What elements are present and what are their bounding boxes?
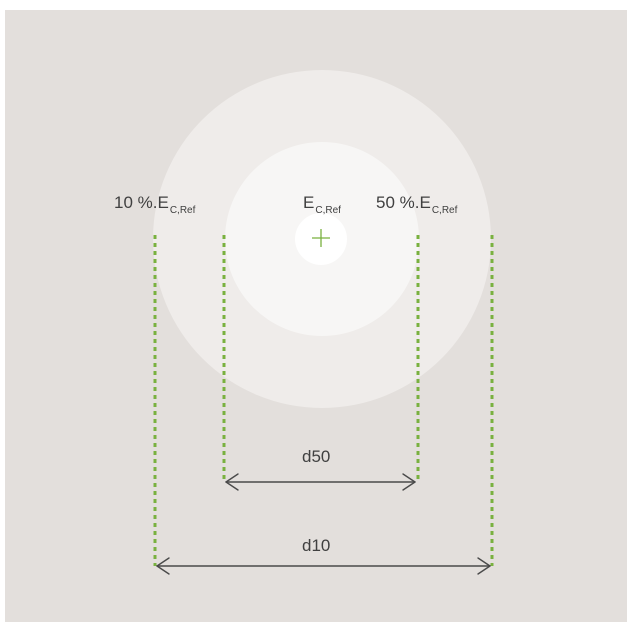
center-label-main: E [303, 193, 315, 212]
outer-zone-label: 10 %.EC,Ref [114, 193, 195, 216]
center-label-sub: C,Ref [315, 205, 341, 216]
d10-arrow [156, 557, 491, 575]
d50-label: d50 [302, 447, 331, 466]
outer-zone-label-sub: C,Ref [169, 205, 196, 216]
outer-zone-label-main: 10 %.E [114, 193, 169, 212]
center-crosshair-icon [312, 229, 330, 247]
center-label: EC,Ref [303, 193, 341, 216]
d50-arrow [225, 473, 416, 491]
d10-label: d10 [302, 536, 331, 555]
inner-zone-label-main: 50 %.E [376, 193, 431, 212]
inner-zone-label: 50 %.EC,Ref [376, 193, 457, 216]
inner-zone-label-sub: C,Ref [431, 205, 458, 216]
